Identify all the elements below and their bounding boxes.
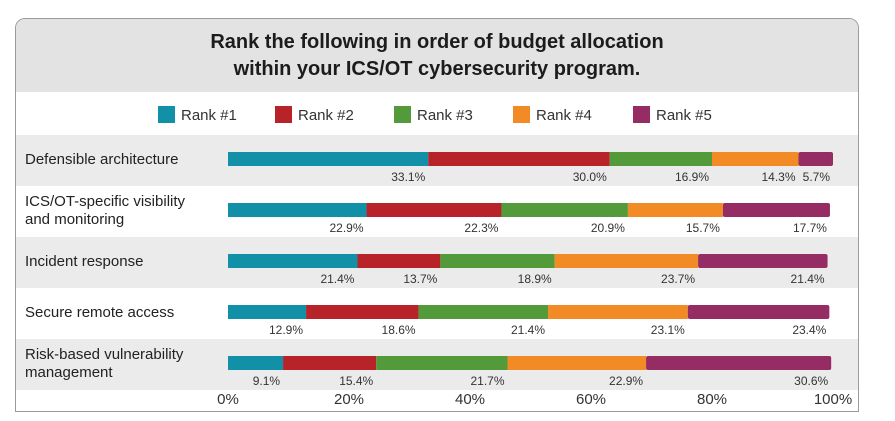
value-label-incident-response-rank-1: 21.4% [320,272,354,286]
value-label-defensible-architecture-rank-3: 16.9% [675,170,709,184]
bar-segment-risk-based-vulnerability-management-rank-5 [646,356,832,370]
value-label-incident-response-rank-2: 13.7% [403,272,437,286]
legend-swatch-rank-3 [394,106,411,123]
chart-frame: Rank the following in order of budget al… [15,18,859,412]
legend-label-rank-4: Rank #4 [536,107,592,124]
category-label-secure-remote-access: Secure remote access [25,304,174,321]
bar-segment-incident-response-rank-5 [698,254,828,268]
value-label-incident-response-rank-4: 23.7% [661,272,695,286]
value-label-ics-ot-specific-visibility-and-monitoring-rank-3: 20.9% [591,221,625,235]
value-label-risk-based-vulnerability-management-rank-2: 15.4% [339,374,373,388]
bar-segment-incident-response-rank-3 [440,254,555,268]
bar-segment-secure-remote-access-rank-1 [228,305,307,319]
bar-segment-defensible-architecture-rank-3 [609,152,712,166]
bar-segment-ics-ot-specific-visibility-and-monitoring-rank-4 [627,203,723,217]
x-tick-label-20: 20% [334,391,364,408]
bar-segment-ics-ot-specific-visibility-and-monitoring-rank-2 [366,203,502,217]
legend-swatch-rank-4 [513,106,530,123]
bar-segment-defensible-architecture-rank-4 [712,152,799,166]
legend-label-rank-3: Rank #3 [417,107,473,124]
legend-label-rank-5: Rank #5 [656,107,712,124]
legend-swatch-rank-5 [633,106,650,123]
category-label-incident-response: Incident response [25,253,143,270]
bar-segment-incident-response-rank-1 [228,254,358,268]
value-label-defensible-architecture-rank-4: 14.3% [761,170,795,184]
bar-segment-ics-ot-specific-visibility-and-monitoring-rank-1 [228,203,367,217]
bar-segment-secure-remote-access-rank-3 [418,305,549,319]
value-label-secure-remote-access-rank-5: 23.4% [792,323,826,337]
value-label-risk-based-vulnerability-management-rank-5: 30.6% [794,374,828,388]
stacked-bar-chart: Rank #1 Rank #2 Rank #3 Rank #4 Rank #5 Defen… [16,106,858,408]
x-tick-label-40: 40% [455,391,485,408]
x-tick-label-60: 60% [576,391,606,408]
value-label-secure-remote-access-rank-2: 18.6% [382,323,416,337]
value-label-secure-remote-access-rank-4: 23.1% [651,323,685,337]
bar-segment-secure-remote-access-rank-2 [306,305,419,319]
bar-segment-risk-based-vulnerability-management-rank-4 [507,356,647,370]
bar-segment-ics-ot-specific-visibility-and-monitoring-rank-3 [501,203,628,217]
bar-segment-ics-ot-specific-visibility-and-monitoring-rank-5 [722,203,830,217]
legend-label-rank-1: Rank #1 [181,107,237,124]
value-label-risk-based-vulnerability-management-rank-4: 22.9% [609,374,643,388]
legend-swatch-rank-1 [158,106,175,123]
value-label-incident-response-rank-3: 18.9% [518,272,552,286]
value-label-ics-ot-specific-visibility-and-monitoring-rank-2: 22.3% [464,221,498,235]
legend-label-rank-2: Rank #2 [298,107,354,124]
bar-segment-incident-response-rank-2 [357,254,441,268]
category-label-risk-based-vulnerability-management: Risk-based vulnerability management [25,346,184,381]
bar-segment-secure-remote-access-rank-4 [548,305,688,319]
legend-swatch-rank-2 [275,106,292,123]
x-tick-label-0: 0% [217,391,239,408]
value-label-secure-remote-access-rank-1: 12.9% [269,323,303,337]
bar-segment-incident-response-rank-4 [554,254,699,268]
bar-segment-risk-based-vulnerability-management-rank-2 [283,356,377,370]
value-label-risk-based-vulnerability-management-rank-1: 9.1% [253,374,281,388]
value-label-secure-remote-access-rank-3: 21.4% [511,323,545,337]
value-label-ics-ot-specific-visibility-and-monitoring-rank-1: 22.9% [330,221,364,235]
value-label-defensible-architecture-rank-1: 33.1% [391,170,425,184]
bar-segment-defensible-architecture-rank-1 [228,152,429,166]
x-tick-label-80: 80% [697,391,727,408]
value-label-risk-based-vulnerability-management-rank-3: 21.7% [470,374,504,388]
x-tick-label-100: 100% [814,391,852,408]
bar-segment-risk-based-vulnerability-management-rank-1 [228,356,284,370]
title-band: Rank the following in order of budget al… [16,19,858,92]
value-label-ics-ot-specific-visibility-and-monitoring-rank-4: 15.7% [686,221,720,235]
category-label-ics-ot-specific-visibility-and-monitoring: ICS/OT-specific visibility and monitoring [25,193,186,228]
category-label-defensible-architecture: Defensible architecture [25,151,178,168]
chart-title: Rank the following in order of budget al… [210,30,664,80]
value-label-incident-response-rank-5: 21.4% [791,272,825,286]
value-label-defensible-architecture-rank-2: 30.0% [573,170,607,184]
bar-segment-defensible-architecture-rank-2 [428,152,610,166]
bar-segment-secure-remote-access-rank-5 [687,305,830,319]
bar-segment-defensible-architecture-rank-5 [798,152,833,166]
value-label-ics-ot-specific-visibility-and-monitoring-rank-5: 17.7% [793,221,827,235]
value-label-defensible-architecture-rank-5: 5.7% [803,170,831,184]
bar-segment-risk-based-vulnerability-management-rank-3 [376,356,508,370]
